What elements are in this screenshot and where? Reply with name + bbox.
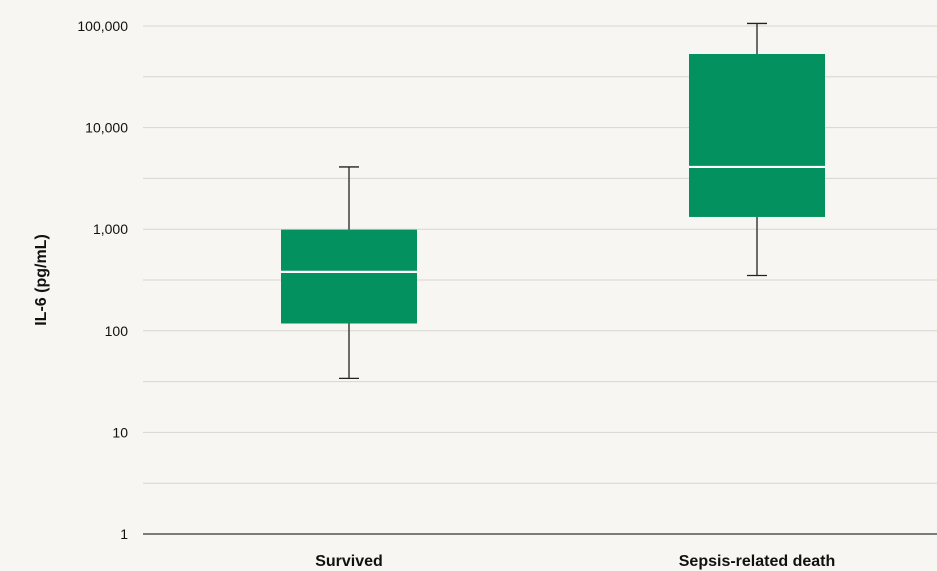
interquartile-box [281, 229, 417, 324]
y-tick-label: 10 [112, 424, 128, 440]
gridlines [143, 25, 937, 484]
y-tick-label: 100,000 [77, 18, 128, 34]
y-tick-label: 100 [105, 323, 129, 339]
box-2 [689, 22, 825, 277]
y-tick-label: 10,000 [85, 120, 128, 136]
y-tick-label: 1 [120, 526, 128, 542]
x-axis-categories: Survived Sepsis-related death [315, 553, 835, 570]
y-tick-label: 1,000 [93, 221, 128, 237]
y-axis-ticks: 1 10 100 1,000 10,000 100,000 [77, 18, 128, 542]
x-category-label: Survived [315, 553, 383, 570]
x-category-label: Sepsis-related death [679, 553, 836, 570]
box-1 [281, 166, 417, 380]
boxes [281, 22, 825, 380]
interquartile-box [689, 54, 825, 217]
y-axis-title: IL-6 (pg/mL) [33, 234, 50, 326]
